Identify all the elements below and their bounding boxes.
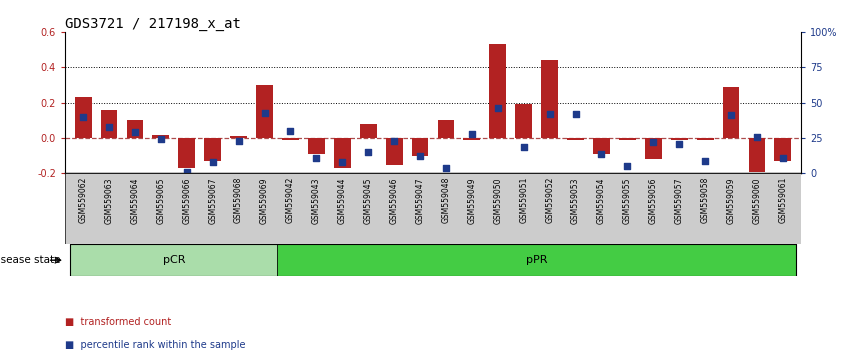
Bar: [277, 244, 796, 276]
Bar: [722, 87, 740, 138]
Bar: [463, 138, 481, 140]
Point: [206, 159, 220, 165]
Bar: [65, 173, 801, 244]
Text: GSM559068: GSM559068: [234, 177, 243, 223]
Point: [543, 111, 557, 117]
Bar: [70, 244, 277, 276]
Bar: [230, 136, 247, 138]
Bar: [385, 138, 403, 165]
Point: [517, 144, 531, 149]
Bar: [178, 138, 195, 168]
Bar: [152, 135, 169, 138]
Point: [646, 139, 660, 145]
Point: [76, 114, 90, 120]
Point: [413, 154, 427, 159]
Text: pCR: pCR: [163, 255, 185, 265]
Text: ■  transformed count: ■ transformed count: [65, 318, 171, 327]
Bar: [204, 138, 221, 161]
Text: GSM559049: GSM559049: [468, 177, 476, 223]
Bar: [359, 124, 377, 138]
Point: [180, 169, 194, 175]
Point: [724, 113, 738, 118]
Text: GSM559054: GSM559054: [597, 177, 606, 223]
Point: [387, 138, 401, 144]
Point: [128, 130, 142, 135]
Text: GSM559052: GSM559052: [545, 177, 554, 223]
Text: ■  percentile rank within the sample: ■ percentile rank within the sample: [65, 341, 245, 350]
Point: [102, 124, 116, 130]
Text: GSM559042: GSM559042: [286, 177, 295, 223]
Point: [698, 158, 712, 164]
Text: GSM559063: GSM559063: [105, 177, 113, 223]
Bar: [126, 120, 144, 138]
Bar: [774, 138, 792, 161]
Bar: [619, 138, 636, 140]
Text: GSM559043: GSM559043: [312, 177, 321, 223]
Bar: [541, 60, 558, 138]
Bar: [645, 138, 662, 159]
Text: GSM559047: GSM559047: [416, 177, 424, 223]
Text: GSM559046: GSM559046: [390, 177, 398, 223]
Point: [361, 149, 375, 155]
Point: [569, 111, 583, 117]
Text: GSM559050: GSM559050: [494, 177, 502, 223]
Bar: [74, 97, 92, 138]
Text: GSM559065: GSM559065: [157, 177, 165, 223]
Text: disease state: disease state: [0, 255, 61, 265]
Bar: [308, 138, 325, 154]
Text: GDS3721 / 217198_x_at: GDS3721 / 217198_x_at: [65, 17, 241, 31]
Bar: [593, 138, 610, 154]
Point: [439, 165, 453, 171]
Point: [257, 110, 271, 115]
Bar: [567, 138, 584, 140]
Text: GSM559056: GSM559056: [649, 177, 658, 223]
Point: [491, 105, 505, 111]
Text: GSM559055: GSM559055: [623, 177, 632, 223]
Text: GSM559058: GSM559058: [701, 177, 709, 223]
Point: [595, 151, 609, 156]
Bar: [489, 44, 507, 138]
Bar: [282, 138, 299, 140]
Text: GSM559045: GSM559045: [364, 177, 372, 223]
Text: GSM559044: GSM559044: [338, 177, 346, 223]
Bar: [515, 104, 532, 138]
Text: GSM559060: GSM559060: [753, 177, 761, 223]
Text: GSM559051: GSM559051: [520, 177, 528, 223]
Point: [672, 141, 686, 147]
Point: [776, 155, 790, 161]
Bar: [100, 110, 118, 138]
Text: GSM559067: GSM559067: [208, 177, 217, 223]
Point: [283, 128, 297, 134]
Bar: [748, 138, 766, 172]
Text: GSM559057: GSM559057: [675, 177, 684, 223]
Point: [309, 155, 323, 161]
Point: [154, 137, 168, 142]
Text: pPR: pPR: [526, 255, 547, 265]
Text: GSM559069: GSM559069: [260, 177, 269, 223]
Bar: [256, 85, 273, 138]
Point: [335, 159, 349, 165]
Text: GSM559066: GSM559066: [182, 177, 191, 223]
Text: GSM559053: GSM559053: [571, 177, 580, 223]
Text: GSM559059: GSM559059: [727, 177, 735, 223]
Text: GSM559048: GSM559048: [442, 177, 450, 223]
Point: [750, 134, 764, 139]
Point: [465, 131, 479, 137]
Point: [232, 138, 246, 144]
Bar: [411, 138, 429, 156]
Bar: [334, 138, 351, 168]
Point: [620, 164, 634, 169]
Text: GSM559062: GSM559062: [79, 177, 87, 223]
Bar: [697, 138, 714, 140]
Bar: [671, 138, 688, 140]
Bar: [437, 120, 455, 138]
Text: GSM559061: GSM559061: [779, 177, 787, 223]
Text: GSM559064: GSM559064: [131, 177, 139, 223]
